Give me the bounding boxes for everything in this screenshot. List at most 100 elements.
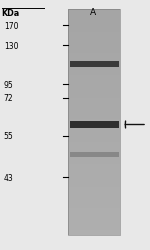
Bar [68,43,120,44]
Bar [68,103,120,104]
Bar [68,22,120,24]
Text: 72: 72 [4,94,13,103]
Bar [68,152,120,154]
Bar [68,44,120,46]
Bar [68,54,120,55]
Bar [68,49,120,50]
Bar [68,42,120,43]
Text: 95: 95 [4,80,14,90]
Bar [68,162,120,163]
Bar [68,174,120,175]
Bar [68,10,120,12]
Bar [68,79,120,80]
Bar [68,80,120,82]
Bar [68,114,120,115]
Bar [68,130,120,132]
Bar [68,138,120,139]
Text: 43: 43 [4,173,14,182]
Bar [68,229,120,230]
Bar [68,38,120,40]
Bar [68,60,120,61]
Bar [68,230,120,232]
Bar [68,190,120,192]
Bar [68,186,120,187]
Bar [68,46,120,48]
Bar [68,206,120,208]
Bar [68,68,120,70]
Text: KDa: KDa [2,9,20,18]
Bar [68,208,120,210]
Bar [68,55,120,56]
Text: 170: 170 [4,22,18,31]
Bar [68,110,120,112]
Bar [68,154,120,156]
Bar [68,134,120,136]
Text: 55: 55 [4,132,14,141]
Bar [68,220,120,222]
Bar [68,26,120,28]
Bar [68,52,120,54]
Bar [68,92,120,94]
Bar [68,232,120,234]
Bar [68,76,120,78]
Bar [68,212,120,214]
Bar [68,102,120,103]
Bar [68,224,120,226]
Bar [68,116,120,118]
Bar [68,106,120,108]
Bar [68,150,120,151]
Bar [68,25,120,26]
Bar [68,122,120,124]
Bar [70,122,118,128]
Bar [68,194,120,196]
Bar [68,140,120,142]
Bar [68,37,120,38]
Bar [68,74,120,76]
Bar [68,50,120,52]
Bar [68,192,120,193]
Bar [68,108,120,109]
Bar [68,198,120,199]
Bar [68,200,120,202]
Bar [68,70,120,71]
Bar [68,158,120,160]
Bar [68,20,120,22]
Bar [68,127,120,128]
Bar [68,133,120,134]
Bar [68,156,120,157]
Bar [68,181,120,182]
Bar [68,120,120,121]
Bar [68,157,120,158]
Bar [68,78,120,79]
Bar [68,85,120,86]
Bar [68,139,120,140]
Bar [68,90,120,91]
Bar [68,204,120,205]
Bar [68,100,120,102]
Bar [68,124,120,126]
Bar [68,67,120,68]
Bar [68,97,120,98]
Bar [68,24,120,25]
Bar [68,160,120,162]
Bar [68,56,120,58]
Bar [68,168,120,169]
Bar [68,109,120,110]
Bar [68,223,120,224]
Bar [68,96,120,97]
Bar [68,148,120,150]
Bar [68,218,120,220]
Bar [68,86,120,88]
Bar [68,34,120,35]
Bar [68,40,120,42]
Bar [68,188,120,190]
Bar [68,91,120,92]
Bar [68,172,120,174]
Bar [68,163,120,164]
Bar [68,222,120,223]
Bar [68,31,120,32]
Bar [68,48,120,49]
Bar [68,170,120,172]
Bar [68,205,120,206]
Bar [68,210,120,211]
